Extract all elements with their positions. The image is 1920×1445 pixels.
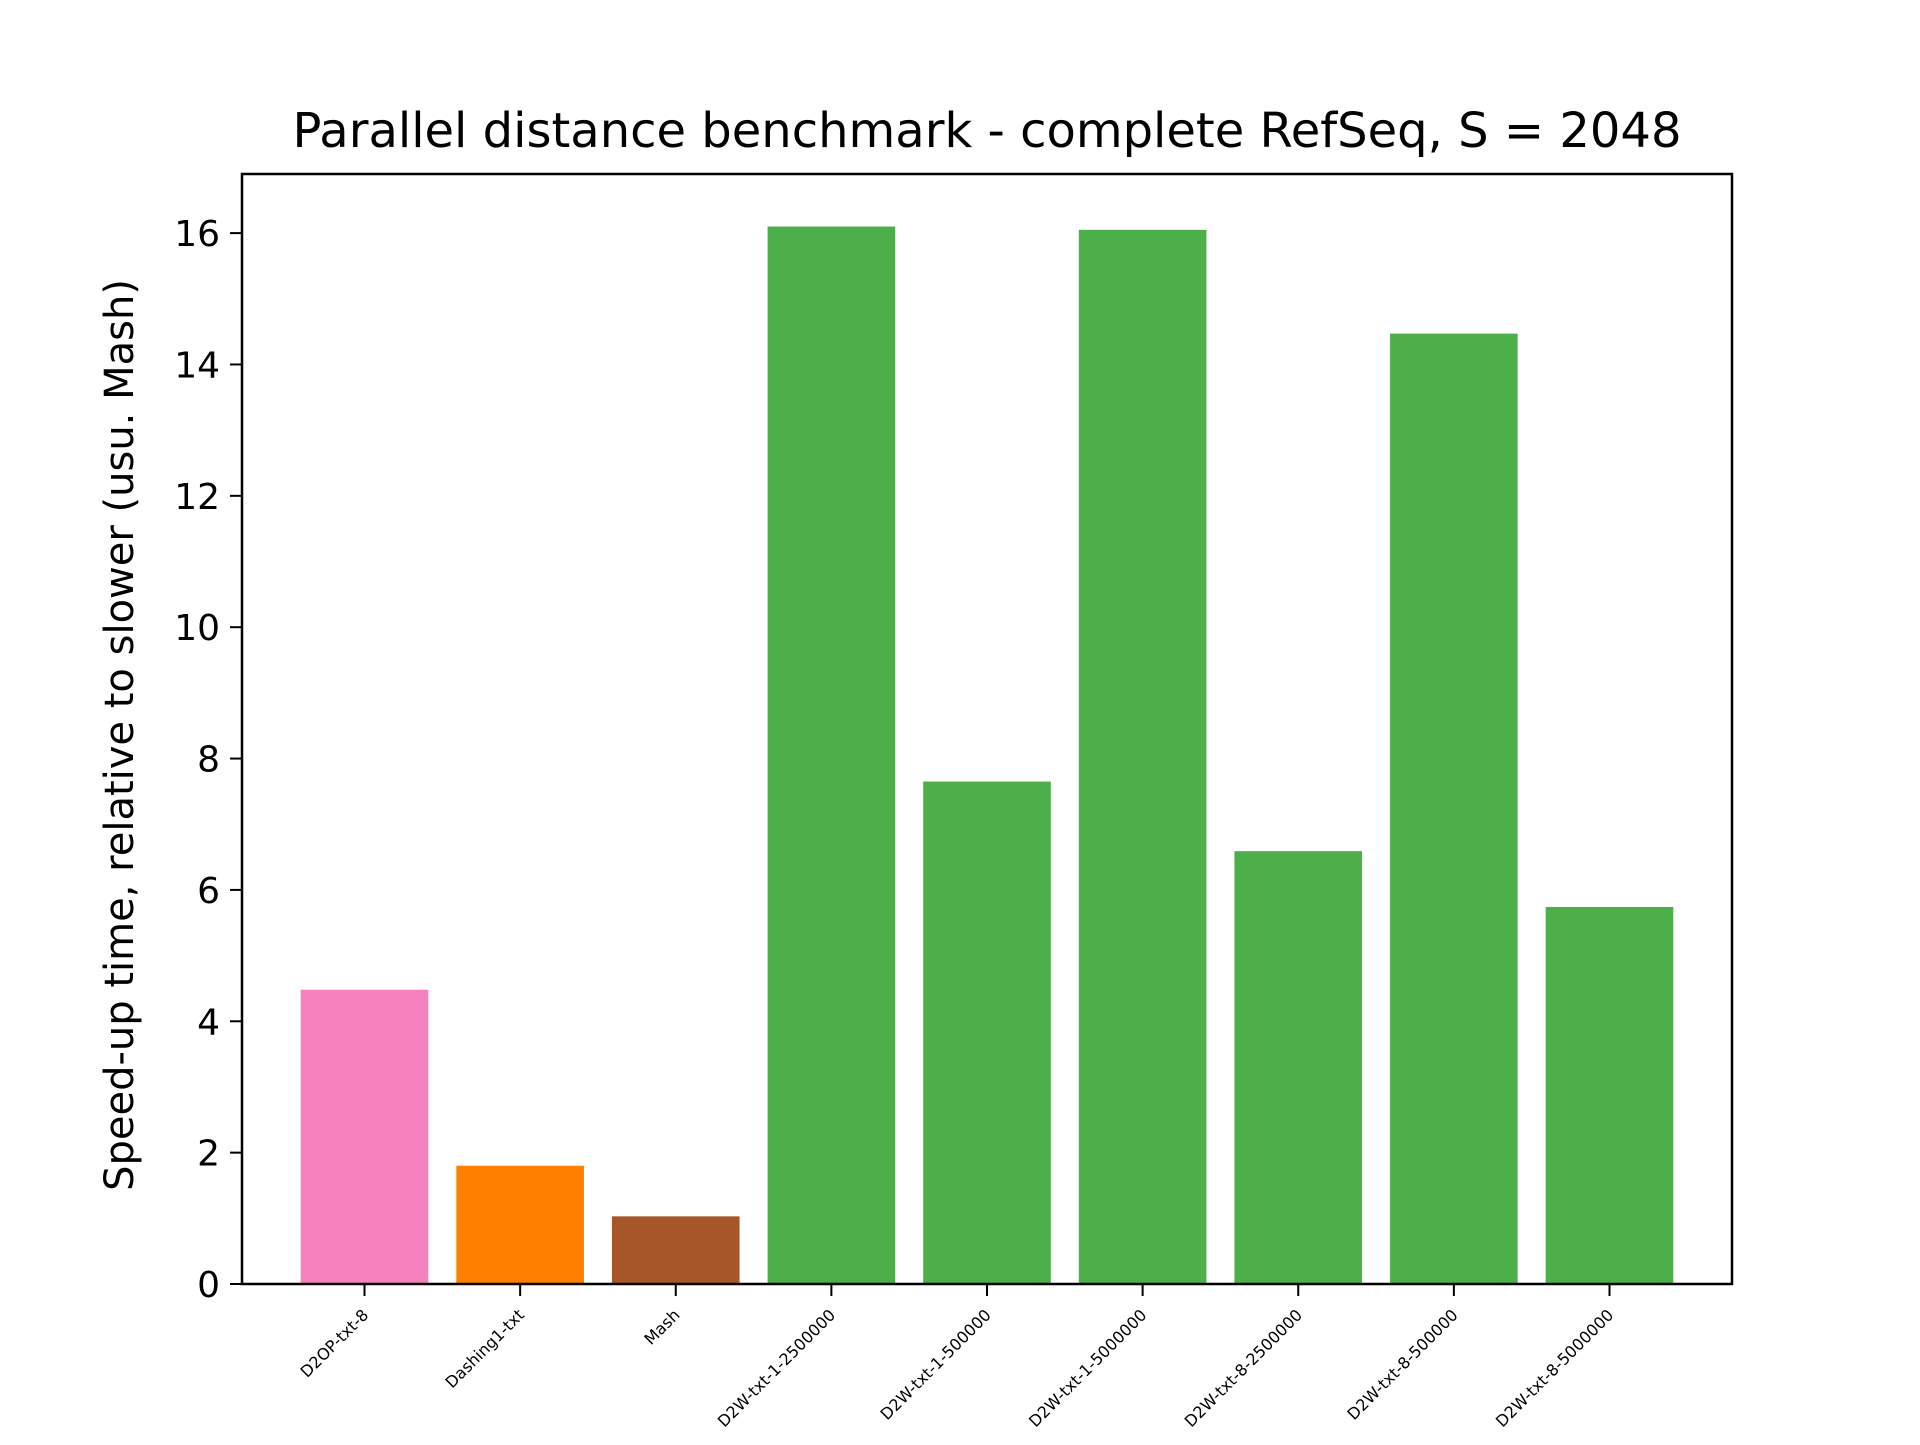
y-tick-label: 6 [197,871,220,912]
x-tick-label: Mash [640,1305,683,1348]
bar-D2W-txt-1-2500000 [767,226,896,1284]
bar-Dashing1-txt [456,1165,584,1284]
x-tick-label: D2W-txt-8-5000000 [1492,1305,1617,1430]
x-tick-label: D2W-txt-1-2500000 [714,1305,839,1430]
bar-D2W-txt-8-500000 [1390,333,1518,1285]
bar-Mash [611,1216,740,1284]
x-tick-label: D2W-txt-1-500000 [877,1305,995,1423]
bars-group [300,226,1674,1285]
bar-D2W-txt-1-5000000 [1078,229,1207,1285]
y-tick-label: 4 [197,1002,220,1043]
y-tick-label: 12 [174,477,220,518]
x-tick-label: D2OP-txt-8 [297,1305,373,1381]
bar-D2W-txt-1-500000 [923,781,1051,1284]
x-tick-label: Dashing1-txt [441,1305,527,1391]
bar-D2W-txt-8-5000000 [1545,906,1674,1284]
y-tick-label: 0 [197,1265,220,1306]
x-tick-label: D2W-txt-8-500000 [1343,1305,1461,1423]
bar-D2W-txt-8-2500000 [1234,851,1363,1284]
x-tick-label: D2W-txt-8-2500000 [1181,1305,1306,1430]
y-tick-label: 8 [197,740,220,781]
y-tick-label: 2 [197,1134,220,1175]
x-axis: D2OP-txt-8 Dashing1-txt Mash D2W-txt-1-2500… [297,1284,1617,1431]
chart-title: Parallel distance benchmark - complete R… [293,103,1682,159]
y-tick-label: 10 [174,608,220,649]
bar-D2OP-txt-8 [300,989,429,1284]
x-tick-label: D2W-txt-1-5000000 [1025,1305,1150,1430]
y-tick-label: 14 [174,345,220,386]
plot-frame [240,172,1734,1286]
y-axis-label: Speed-up time, relative to slower (usu. … [97,279,143,1191]
y-axis: 0 2 4 6 8 10 12 14 16 [174,214,242,1306]
y-tick-label: 16 [174,214,220,255]
